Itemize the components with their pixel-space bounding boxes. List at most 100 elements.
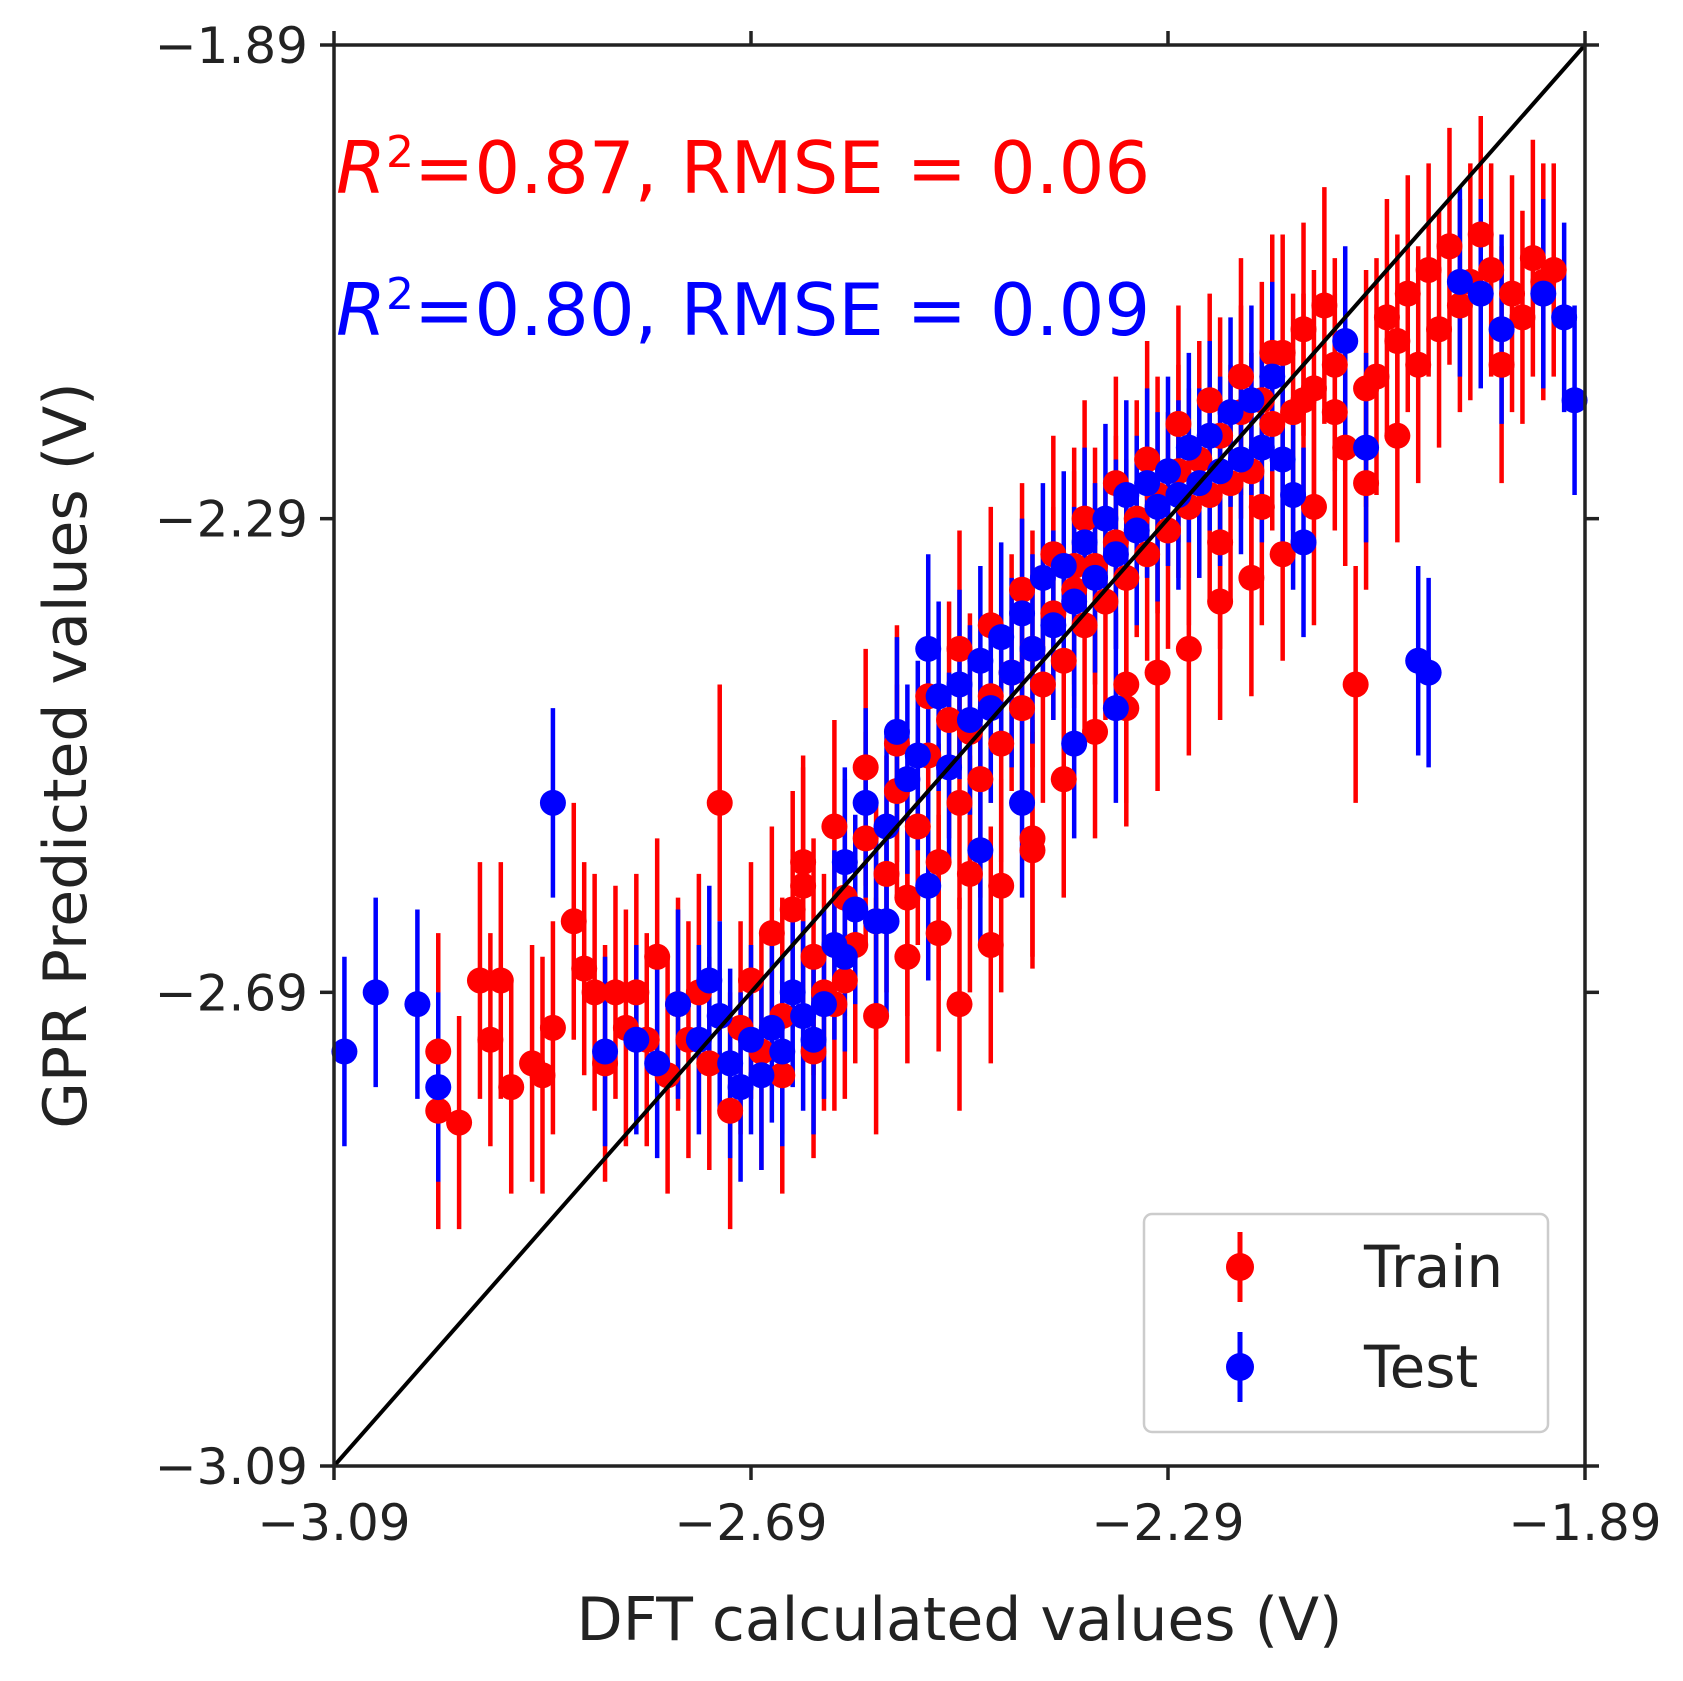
test-point [1217,399,1244,426]
train-point [946,635,973,662]
train-point [1321,351,1348,378]
test-point [1029,564,1056,591]
train-point [1029,671,1056,698]
train-point [1446,292,1473,319]
train-point [602,979,629,1006]
train-point [1478,256,1505,283]
train-point [1134,446,1161,473]
train-point [1384,422,1411,449]
train-point [425,1038,452,1065]
train-point [1519,245,1546,272]
test-point [883,718,910,745]
test-point [748,1062,775,1089]
test-point [1019,635,1046,662]
train-point [1196,387,1223,414]
test-point [810,991,837,1018]
test-point [623,1026,650,1053]
train-point [1300,493,1327,520]
train-point [925,849,952,876]
x-tick-label: −1.89 [1508,1494,1661,1552]
test-point [1071,529,1098,556]
legend: Train Test [1142,1212,1550,1434]
train-point [477,1026,504,1053]
train-point [706,789,733,816]
train-point [1540,256,1567,283]
y-tick-label: −1.89 [155,17,308,75]
train-point [769,1062,796,1089]
train-point [1227,363,1254,390]
train-point [1290,316,1317,343]
train-point [1113,671,1140,698]
test-point [592,1038,619,1065]
test-point [539,789,566,816]
train-point [1009,576,1036,603]
x-tick-label: −3.09 [257,1494,410,1552]
train-point [1144,659,1171,686]
test-point [1175,434,1202,461]
train-point [956,860,983,887]
train-point [560,908,587,935]
test-point [1259,363,1286,390]
train-point [1009,695,1036,722]
test-point [956,706,983,733]
test-point [717,1050,744,1077]
test-point [1123,517,1150,544]
train-stats-annotation: R2=0.87, RMSE = 0.06 [336,126,1150,210]
train-point [1259,339,1286,366]
test-point [1530,280,1557,307]
train-point [1488,351,1515,378]
train-point [758,920,785,947]
test-point [1061,588,1088,615]
test-point [852,789,879,816]
test-point [1551,304,1578,331]
test-point [1415,659,1442,686]
train-point [821,813,848,840]
train-point [1426,316,1453,343]
y-axis-label: GPR Predicted values (V) [31,382,101,1128]
train-point [863,1003,890,1030]
test-point [1238,387,1265,414]
train-point [466,967,493,994]
x-axis-label: DFT calculated values (V) [577,1585,1343,1655]
train-point [790,849,817,876]
plot-frame [332,43,1587,1468]
test-point [1040,612,1067,639]
test-point [831,943,858,970]
y-tick-label: −3.09 [155,1438,308,1496]
test-point [904,742,931,769]
train-point [1311,292,1338,319]
train-point [1207,529,1234,556]
test-point [1061,730,1088,757]
train-point [717,1097,744,1124]
train-point [1509,304,1536,331]
train-point [487,967,514,994]
test-point [1009,600,1036,627]
train-point [539,1014,566,1041]
train-point [1238,564,1265,591]
train-point [1050,647,1077,674]
train-point [581,979,608,1006]
test-point [1092,505,1119,532]
test-point [1050,553,1077,580]
test-point [915,635,942,662]
test-stats-text: =0.80, RMSE = 0.09 [414,268,1150,352]
train-stats-text: =0.87, RMSE = 0.06 [414,126,1150,210]
train-point [852,825,879,852]
train-point [1259,410,1286,437]
train-point [936,706,963,733]
axis-ticks: −3.09 −2.69 −2.29 −1.89 −3.09 −2.69 −2.29 −1.89 [155,17,1662,1552]
train-point [1082,718,1109,745]
train-point [1175,635,1202,662]
test-point [758,1014,785,1041]
test-point [946,671,973,698]
test-point [1144,493,1171,520]
train-point [1394,280,1421,307]
test-point [1332,328,1359,355]
x-tick-label: −2.29 [1091,1494,1244,1552]
train-point [988,730,1015,757]
test-point [1113,481,1140,508]
test-point [1248,434,1275,461]
test-point [425,1074,452,1101]
train-point [1165,410,1192,437]
train-point [1436,233,1463,260]
